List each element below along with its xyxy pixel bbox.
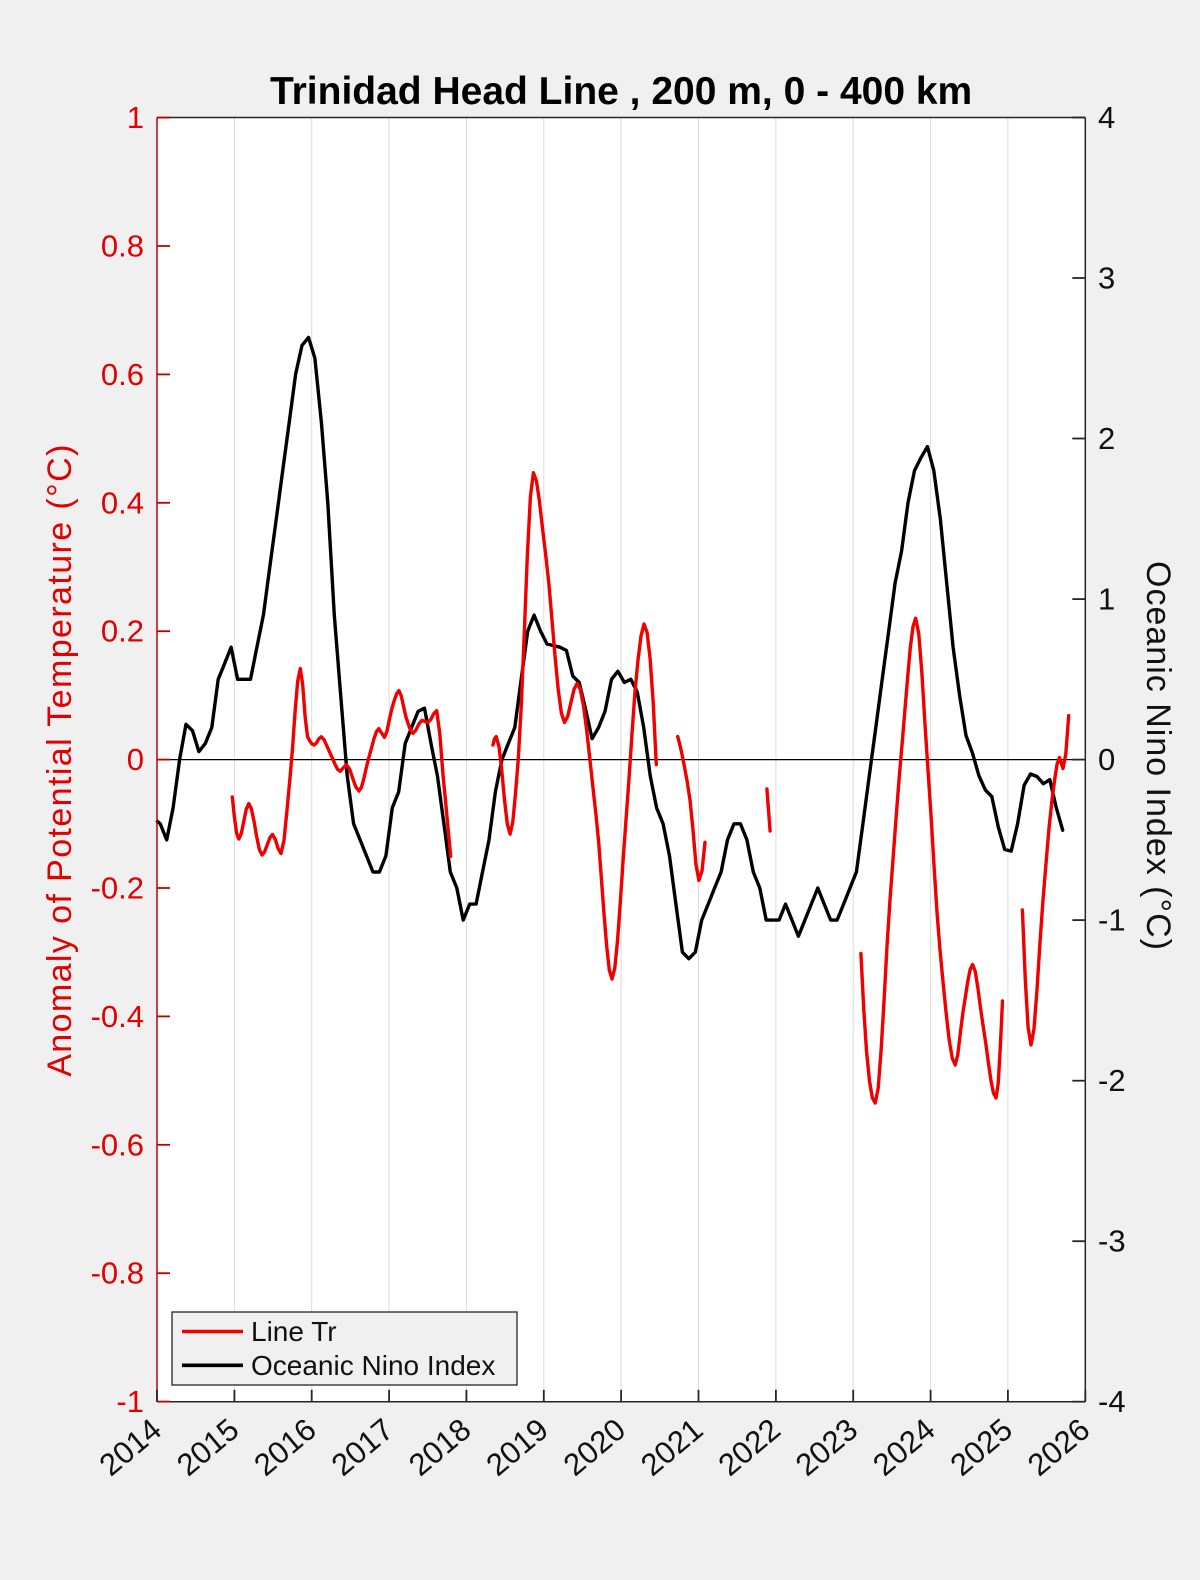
svg-text:-1: -1 <box>116 1384 144 1419</box>
svg-text:-0.6: -0.6 <box>91 1127 144 1162</box>
svg-text:2014: 2014 <box>93 1412 168 1483</box>
svg-text:Oceanic Nino Index: Oceanic Nino Index <box>251 1350 495 1381</box>
svg-text:-2: -2 <box>1098 1063 1126 1098</box>
svg-text:-0.2: -0.2 <box>91 871 144 906</box>
svg-text:0.6: 0.6 <box>101 357 144 392</box>
svg-text:Oceanic Nino Index (°C): Oceanic Nino Index (°C) <box>1139 561 1177 951</box>
svg-text:2025: 2025 <box>944 1412 1019 1483</box>
svg-text:4: 4 <box>1098 100 1115 135</box>
svg-text:2024: 2024 <box>866 1412 941 1483</box>
svg-text:Anomaly of Potential Temperatu: Anomaly of Potential Temperature (°C) <box>41 443 79 1077</box>
svg-text:Trinidad Head Line , 200 m, 0: Trinidad Head Line , 200 m, 0 - 400 km <box>270 70 972 113</box>
svg-text:2018: 2018 <box>402 1412 477 1483</box>
svg-text:1: 1 <box>127 100 144 135</box>
svg-text:2026: 2026 <box>1021 1412 1096 1483</box>
svg-text:-0.8: -0.8 <box>91 1256 144 1291</box>
svg-text:1: 1 <box>1098 582 1115 617</box>
svg-text:0.4: 0.4 <box>101 485 144 520</box>
svg-text:-1: -1 <box>1098 903 1126 938</box>
svg-text:-4: -4 <box>1098 1384 1126 1419</box>
svg-text:2022: 2022 <box>712 1412 787 1483</box>
svg-text:2015: 2015 <box>170 1412 245 1483</box>
svg-text:2017: 2017 <box>325 1412 400 1483</box>
svg-text:2023: 2023 <box>789 1412 864 1483</box>
svg-text:0.8: 0.8 <box>101 229 144 264</box>
svg-text:-0.4: -0.4 <box>91 999 144 1034</box>
svg-text:-3: -3 <box>1098 1224 1126 1259</box>
svg-text:0.2: 0.2 <box>101 614 144 649</box>
svg-text:2020: 2020 <box>557 1412 632 1483</box>
svg-text:2019: 2019 <box>479 1412 554 1483</box>
svg-text:Line Tr: Line Tr <box>251 1316 337 1347</box>
svg-text:3: 3 <box>1098 261 1115 296</box>
svg-text:2: 2 <box>1098 421 1115 456</box>
svg-text:2016: 2016 <box>247 1412 322 1483</box>
svg-text:0: 0 <box>127 742 144 777</box>
svg-text:2021: 2021 <box>634 1412 709 1483</box>
svg-text:0: 0 <box>1098 742 1115 777</box>
